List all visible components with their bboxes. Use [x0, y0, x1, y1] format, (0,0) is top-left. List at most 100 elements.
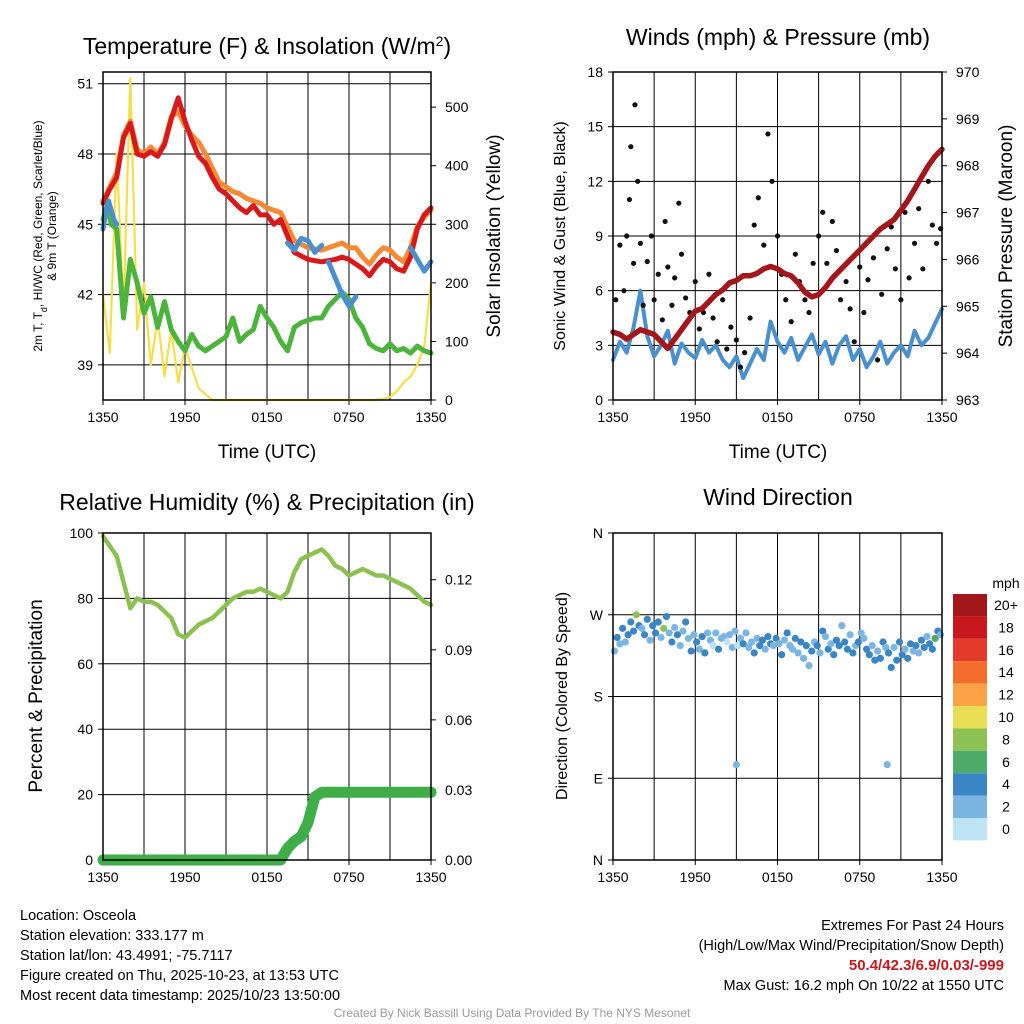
gust-point [810, 260, 816, 266]
direction-point [684, 634, 692, 642]
extremes-subheader: (High/Low/Max Wind/Precipitation/Snow De… [698, 938, 1004, 954]
direction-point [778, 651, 786, 659]
x-tick-label: 0150 [762, 409, 793, 425]
legend-label: 14 [998, 664, 1014, 680]
direction-point [849, 649, 857, 657]
gust-point [710, 315, 716, 321]
y-tick-label: 80 [77, 590, 93, 606]
station-location: Location: Osceola [20, 908, 137, 924]
x-tick-label: 0150 [251, 869, 282, 885]
gust-point [655, 271, 661, 277]
legend-swatch [953, 706, 987, 729]
gust-point [692, 278, 698, 285]
direction-point [632, 611, 640, 619]
gust-point [737, 364, 744, 370]
gust-point [669, 302, 675, 308]
legend-swatch [953, 661, 987, 684]
direction-point [764, 632, 772, 641]
direction-point [794, 649, 802, 657]
y2-tick-label: 968 [956, 158, 980, 174]
direction-point [915, 649, 923, 657]
gust-point [751, 222, 757, 228]
x-axis-label: Time (UTC) [729, 442, 828, 463]
y2-tick-label: 0.12 [445, 572, 472, 588]
direction-point [813, 642, 821, 650]
direction-point [780, 636, 788, 644]
extremes-values: 50.4/42.3/6.9/0.03/-999 [848, 957, 1004, 974]
chart-title: Relative Humidity (%) & Precipitation (i… [59, 489, 474, 515]
direction-point [706, 636, 714, 644]
y2-tick-label: 964 [956, 345, 980, 361]
direction-point [665, 629, 673, 637]
direction-point [802, 642, 810, 650]
direction-point [890, 643, 898, 652]
gust-point [851, 339, 857, 345]
direction-point [783, 629, 791, 637]
gust-point [788, 319, 794, 325]
y-axis-label: 2m T, Td, HI/WC (Red, Green, Scarlet/Blu… [31, 120, 49, 351]
direction-point [841, 638, 849, 646]
direction-point [662, 612, 671, 621]
direction-point [720, 632, 728, 641]
gust-point [626, 196, 633, 203]
gust-point [659, 317, 665, 323]
gust-point [792, 251, 798, 257]
direction-point [854, 638, 862, 646]
legend-title: mph [992, 575, 1019, 591]
x-tick-label: 1350 [87, 869, 118, 885]
y-tick-label: N [593, 525, 603, 541]
legend-swatch [953, 728, 987, 751]
y2-tick-label: 400 [445, 158, 469, 174]
y-tick-label: 9 [595, 228, 603, 244]
y2-tick-label: 0.06 [445, 712, 472, 728]
direction-point [732, 761, 740, 769]
extremes-box: Extremes For Past 24 Hours (High/Low/Max… [699, 916, 1004, 996]
max-gust: Max Gust: 16.2 mph On 10/22 at 1550 UTC [723, 978, 1004, 994]
gust-point [806, 309, 812, 316]
series-line-station-pressure [610, 146, 945, 352]
y-tick-label: N [593, 852, 603, 868]
gust-point [665, 264, 671, 270]
y-axis-label-line2: & 9m T (Orange) [45, 191, 59, 281]
direction-point [761, 645, 769, 653]
gust-point [632, 102, 638, 108]
direction-point [750, 649, 758, 657]
gust-point [613, 297, 619, 303]
y-tick-label: 40 [77, 721, 93, 737]
direction-point [682, 618, 690, 626]
station-elevation: Station elevation: 333.177 m [20, 928, 204, 944]
direction-point [923, 632, 931, 641]
gust-point [640, 302, 646, 308]
gust-point [635, 178, 641, 184]
y2-tick-label: 966 [956, 251, 980, 267]
gust-point [617, 242, 623, 248]
y-tick-label: S [594, 689, 603, 705]
direction-point [931, 634, 939, 642]
plot-frame [102, 71, 432, 401]
direction-point [791, 634, 799, 642]
y-tick-label: 48 [77, 146, 93, 162]
gust-point [696, 326, 702, 332]
direction-point [772, 634, 780, 642]
direction-point [827, 640, 835, 648]
gust-point [630, 260, 637, 266]
y2-axis-label: Solar Insolation (Yellow) [484, 134, 505, 337]
gust-point [755, 195, 761, 201]
direction-point [709, 642, 717, 650]
y-tick-label: 3 [595, 337, 603, 353]
legend-swatch [953, 616, 987, 639]
y-tick-label: E [594, 770, 603, 786]
gust-point [857, 264, 863, 270]
x-axis-label: Time (UTC) [218, 442, 317, 463]
direction-point [629, 627, 638, 635]
y-tick-label: 18 [587, 64, 603, 80]
legend-swatch [953, 773, 987, 796]
gust-point [774, 233, 781, 239]
gust-point [884, 246, 890, 252]
gust-point [769, 178, 775, 184]
y2-axis-label: Station Pressure (Maroon) [996, 125, 1017, 348]
gust-point [728, 324, 734, 330]
gust-point [747, 315, 753, 321]
direction-point [895, 638, 904, 646]
direction-point [703, 629, 712, 637]
